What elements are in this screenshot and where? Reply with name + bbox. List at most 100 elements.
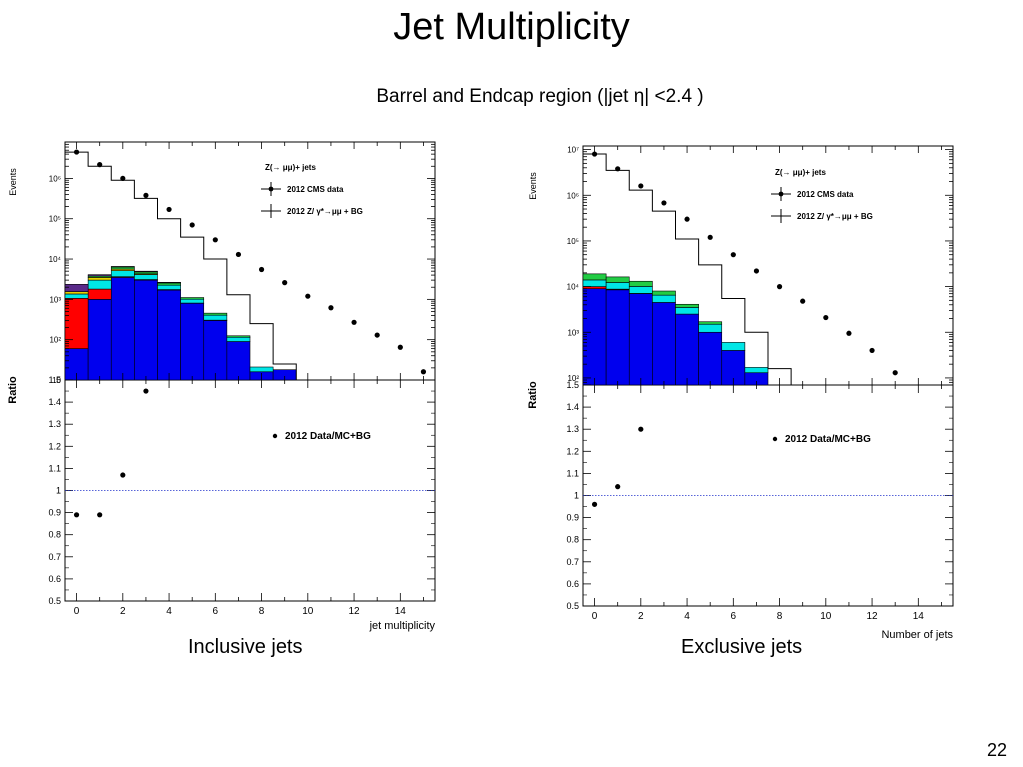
data-point: [591, 151, 598, 157]
data-point: [638, 183, 644, 189]
data-point: [351, 319, 357, 325]
ratio-y-tick-label: 1.3: [566, 424, 579, 434]
bg-stack-bar: [698, 323, 723, 333]
ratio-y-tick-label: 0.5: [566, 601, 579, 611]
bg-stack-bar: [226, 336, 251, 342]
y-axis-label: Events: [8, 168, 18, 196]
ratio-y-tick-label: 1.4: [48, 397, 61, 407]
legend-title: Z(→ μμ)+ jets: [265, 163, 316, 172]
data-point: [258, 266, 265, 273]
legend-entry: 2012 Z/ γ*→μμ + BG: [797, 212, 873, 221]
bg-stack-bar: [226, 341, 251, 381]
bg-stack-bar: [180, 297, 205, 300]
slide-title: Jet Multiplicity: [393, 6, 630, 48]
ratio-x-tick-label: 12: [867, 611, 879, 622]
bg-stack-bar: [110, 266, 135, 270]
ratio-y-tick-label: 1.5: [566, 380, 579, 390]
caption-exclusive-jets: Exclusive jets: [681, 636, 803, 658]
mc-total-histogram: [583, 153, 815, 386]
ratio-legend-marker: [272, 433, 278, 439]
data-point: [235, 251, 242, 258]
ratio-x-tick-label: 10: [820, 611, 832, 622]
ratio-y-tick-label: 1.5: [48, 375, 61, 385]
ratio-y-tick-label: 0.7: [48, 552, 61, 562]
bg-stack-bar: [744, 367, 769, 374]
bg-stack-bar: [628, 293, 653, 386]
mc-total-histogram: [65, 151, 297, 380]
data-point: [328, 305, 334, 311]
ratio-x-tick-label: 4: [166, 606, 172, 617]
bg-stack-bar: [157, 289, 181, 381]
bg-stack-bar: [134, 279, 158, 381]
ratio-y-tick-label: 1.1: [48, 463, 61, 473]
bg-stack-bar: [180, 302, 205, 381]
ratio-x-tick-label: 0: [74, 606, 80, 617]
bg-stack-bar: [134, 274, 158, 280]
ratio-y-tick-label: 0.9: [48, 508, 61, 518]
data-point: [892, 370, 898, 376]
ratio-x-tick-label: 0: [592, 611, 598, 622]
bg-stack-bar: [157, 284, 181, 290]
data-point: [661, 200, 667, 206]
data-point: [730, 252, 736, 258]
bg-stack-bar: [203, 312, 228, 316]
ratio-y-tick-label: 0.9: [566, 513, 579, 523]
y-axis-label: Events: [528, 172, 538, 200]
ratio-point: [143, 388, 149, 394]
ratio-point: [120, 472, 126, 478]
ratio-x-tick-label: 14: [913, 611, 925, 622]
bg-stack-bar: [605, 276, 630, 283]
ratio-legend-marker: [772, 436, 778, 442]
legend-entry: 2012 CMS data: [797, 190, 854, 199]
ratio-y-tick-label: 1.4: [566, 402, 579, 412]
y-tick-label: 10⁷: [567, 146, 579, 155]
data-point: [212, 237, 218, 243]
bg-stack-bar: [157, 281, 181, 284]
data-point: [684, 216, 690, 222]
ratio-x-tick-label: 2: [638, 611, 644, 622]
ratio-x-tick-label: 12: [349, 606, 361, 617]
caption-inclusive-jets: Inclusive jets: [188, 636, 303, 658]
ratio-y-tick-label: 1.2: [48, 441, 61, 451]
page-number: 22: [986, 740, 1007, 760]
ratio-point: [638, 426, 644, 432]
ratio-legend-entry: 2012 Data/MC+BG: [285, 431, 371, 442]
data-point: [846, 330, 852, 336]
bg-stack-bar: [110, 270, 135, 277]
bg-stack-bar: [157, 282, 181, 286]
y-tick-label: 10²: [49, 336, 61, 345]
bg-stack-bar: [226, 335, 251, 338]
ratio-y-tick-label: 0.8: [566, 535, 579, 545]
data-point: [420, 369, 427, 375]
bg-stack-bar: [64, 291, 89, 295]
legend-entry: 2012 Z/ γ*→μμ + BG: [287, 207, 363, 216]
y-tick-label: 10⁴: [49, 255, 62, 264]
y-tick-label: 10³: [567, 328, 579, 337]
data-point: [823, 314, 829, 321]
bg-stack-bar: [605, 282, 630, 290]
ratio-y-tick-label: 0.6: [48, 574, 61, 584]
ratio-y-tick-label: 0.6: [566, 579, 579, 589]
ratio-y-tick-label: 0.8: [48, 530, 61, 540]
bg-stack-bar: [87, 299, 112, 381]
ratio-y-tick-label: 1.2: [566, 446, 579, 456]
ratio-y-tick-label: 1.1: [566, 468, 579, 478]
ratio-x-tick-label: 6: [731, 611, 737, 622]
bg-stack-bar: [87, 274, 112, 277]
ratio-y-tick-label: 1: [56, 486, 61, 496]
y-tick-label: 10⁵: [567, 237, 579, 246]
y-tick-label: 10: [52, 376, 61, 385]
y-tick-label: 10²: [567, 374, 579, 383]
bg-stack-bar: [628, 286, 653, 294]
bg-stack-bar: [87, 288, 112, 300]
bg-stack-bar: [698, 321, 723, 325]
ratio-y-axis-label: Ratio: [527, 381, 539, 409]
data-point: [166, 206, 172, 213]
data-point: [753, 268, 760, 274]
data-point: [869, 347, 875, 354]
data-point: [97, 162, 103, 168]
bg-stack-bar: [64, 284, 89, 292]
ratio-x-tick-label: 10: [302, 606, 314, 617]
